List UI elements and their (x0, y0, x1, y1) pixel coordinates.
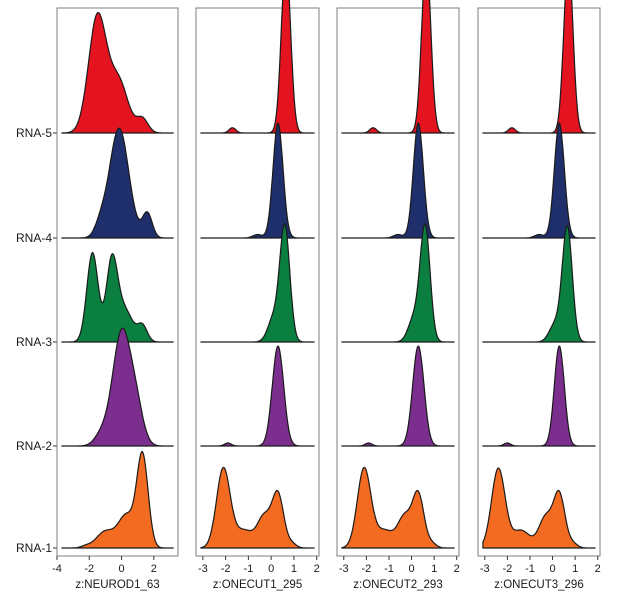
ridge-rna-2 (482, 345, 596, 447)
ridge-rna-1 (61, 450, 174, 549)
ylabel-rna-5: RNA-5 (16, 126, 52, 140)
panel-2: -3 -2 -1 0 1 2 z:ONECUT1_295 (195, 0, 320, 591)
xtick-label: -1 (243, 563, 253, 575)
ridge-rna-3 (61, 251, 174, 343)
panel-frame (195, 7, 320, 557)
ridge-rna-2 (61, 327, 174, 447)
panel-3: -3 -2 -1 0 1 2 z:ONECUT2_293 (336, 0, 460, 591)
ridge-rna-2 (341, 345, 455, 447)
xtick-label: 0 (268, 563, 274, 575)
ridge-rna-4 (341, 122, 455, 239)
xtick-label: -2 (84, 563, 94, 575)
xtick-label: -2 (221, 563, 231, 575)
ridge-rna-4 (200, 122, 315, 239)
panel-frame (56, 7, 179, 557)
ridge-rna-1 (341, 466, 455, 549)
ridge-rna-1 (200, 466, 315, 549)
ridge-rna-3 (200, 223, 315, 343)
xtick-label: 2 (151, 563, 157, 575)
ridge-rna-3 (341, 223, 455, 343)
xtick-label: 1 (572, 563, 578, 575)
xtick-label: 1 (431, 563, 437, 575)
xlabel: z:ONECUT3_296 (494, 579, 583, 591)
xlabel: z:ONECUT1_295 (213, 579, 302, 591)
ylabel-rna-1: RNA-1 (16, 541, 52, 555)
xtick-label: 2 (314, 563, 320, 575)
xtick-label: 0 (118, 563, 124, 575)
xtick-label: -4 (52, 563, 62, 575)
xtick-label: -3 (339, 563, 349, 575)
ridge-rna-5 (200, 0, 315, 134)
ridge-rna-4 (482, 122, 596, 239)
panel-4: -3 -2 -1 0 1 2 z:ONECUT3_296 (477, 0, 601, 591)
panel-frame (336, 7, 460, 557)
xtick-label: -1 (384, 563, 394, 575)
ridge-rna-1 (482, 467, 596, 549)
xlabel: z:ONECUT2_293 (353, 579, 442, 591)
ylabel-rna-2: RNA-2 (16, 439, 52, 453)
ridge-rna-5 (341, 0, 455, 134)
ridge-rna-3 (482, 224, 596, 343)
xtick-label: -3 (480, 563, 490, 575)
ridge-rna-5 (61, 12, 174, 134)
xtick-label: 0 (408, 563, 414, 575)
xlabel: z:NEUROD1_63 (75, 579, 159, 591)
panel-frame (477, 7, 601, 557)
xtick-label: 2 (454, 563, 460, 575)
ridge-rna-2 (200, 345, 315, 447)
xtick-label: 1 (291, 563, 297, 575)
xtick-label: -3 (198, 563, 208, 575)
xtick-label: 2 (595, 563, 601, 575)
xtick-label: -2 (361, 563, 371, 575)
ylabel-rna-4: RNA-4 (16, 231, 52, 245)
ylabel-rna-3: RNA-3 (16, 335, 52, 349)
panel-1: -4 -2 0 2 z:NEUROD1_63 (52, 7, 179, 591)
ridge-rna-4 (61, 127, 174, 239)
xtick-label: -1 (525, 563, 535, 575)
ridge-rna-5 (482, 0, 596, 134)
xtick-label: -2 (502, 563, 512, 575)
xtick-label: 0 (549, 563, 555, 575)
